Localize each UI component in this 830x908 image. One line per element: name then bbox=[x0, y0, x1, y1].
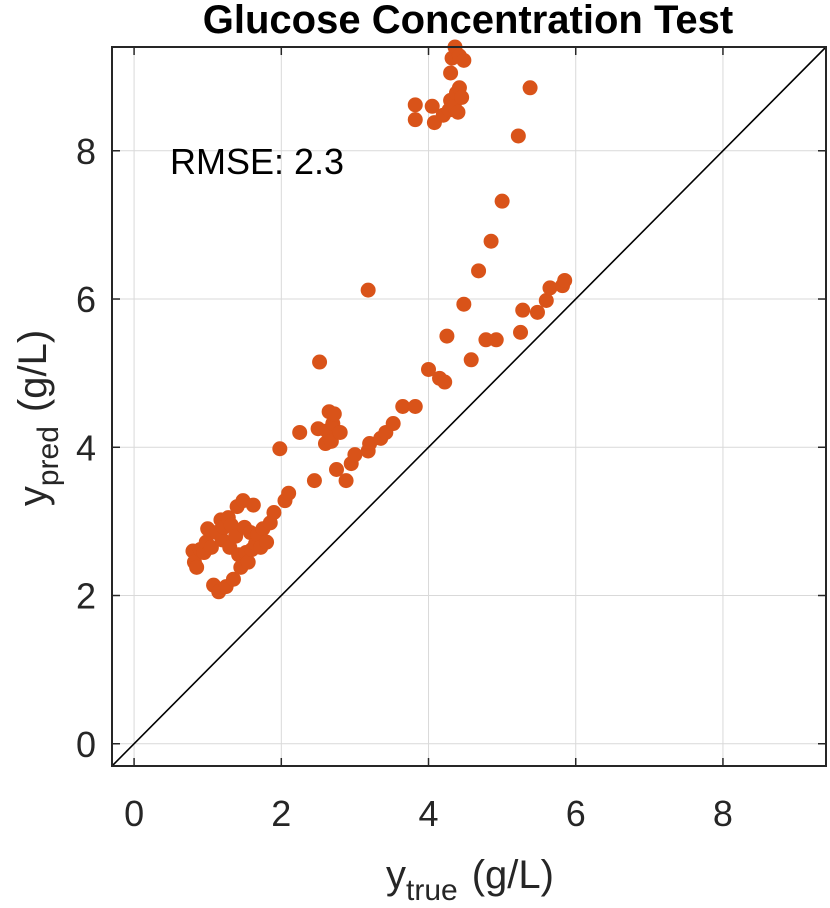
data-point bbox=[272, 441, 288, 457]
x-axis-label-sub: true bbox=[406, 874, 458, 907]
data-point bbox=[510, 128, 526, 144]
data-point bbox=[522, 80, 538, 96]
data-point bbox=[456, 296, 472, 312]
data-point bbox=[421, 361, 437, 377]
y-axis-label-unit: (g/L) bbox=[11, 330, 55, 412]
data-point bbox=[424, 98, 440, 114]
data-point bbox=[259, 534, 275, 550]
x-tick-label: 4 bbox=[418, 793, 438, 834]
y-axis-label: ypred (g/L) bbox=[11, 330, 65, 506]
rmse-annotation: RMSE: 2.3 bbox=[170, 141, 344, 182]
data-point bbox=[463, 352, 479, 368]
data-point bbox=[437, 374, 453, 390]
y-tick-label: 8 bbox=[76, 131, 96, 172]
data-point bbox=[471, 263, 487, 279]
data-point bbox=[326, 406, 342, 422]
data-point bbox=[266, 504, 282, 520]
data-point bbox=[515, 302, 531, 318]
data-point bbox=[240, 554, 256, 570]
data-point bbox=[443, 65, 459, 81]
data-point bbox=[450, 104, 466, 120]
data-point bbox=[385, 416, 401, 432]
data-point bbox=[245, 497, 261, 513]
x-axis-label-main: y bbox=[386, 853, 406, 897]
data-point bbox=[329, 462, 345, 478]
y-axis-label-main: y bbox=[11, 486, 55, 506]
x-tick-label: 8 bbox=[713, 793, 733, 834]
data-point bbox=[292, 424, 308, 440]
y-tick-label: 0 bbox=[76, 724, 96, 765]
data-point bbox=[483, 233, 499, 249]
data-point bbox=[407, 97, 423, 113]
data-point bbox=[542, 280, 558, 296]
y-tick-label: 4 bbox=[76, 427, 96, 468]
data-point bbox=[456, 52, 472, 68]
data-points bbox=[185, 39, 573, 600]
data-point bbox=[360, 282, 376, 298]
plot-frame bbox=[111, 46, 827, 767]
data-point bbox=[454, 89, 470, 105]
y-tick-labels: 0 2 4 6 8 bbox=[76, 131, 96, 765]
data-point bbox=[347, 447, 363, 463]
data-point bbox=[407, 112, 423, 128]
data-point bbox=[513, 324, 529, 340]
data-point bbox=[478, 332, 494, 348]
data-point bbox=[557, 272, 573, 288]
data-point bbox=[203, 539, 219, 555]
identity-line bbox=[111, 46, 827, 767]
data-point bbox=[439, 328, 455, 344]
data-point bbox=[189, 559, 205, 575]
reference-line-group bbox=[111, 46, 827, 767]
x-tick-label: 0 bbox=[124, 793, 144, 834]
data-point bbox=[494, 193, 510, 209]
data-point bbox=[538, 293, 554, 309]
x-axis-label-unit: (g/L) bbox=[472, 853, 554, 897]
y-axis-label-sub: pred bbox=[32, 426, 65, 486]
data-point bbox=[306, 473, 322, 489]
x-axis-label: ytrue (g/L) bbox=[386, 853, 554, 907]
data-point bbox=[338, 473, 354, 489]
data-point bbox=[395, 399, 411, 414]
y-tick-label: 2 bbox=[76, 576, 96, 617]
data-point bbox=[281, 485, 297, 501]
data-point bbox=[407, 399, 423, 414]
x-tick-label: 6 bbox=[566, 793, 586, 834]
y-tick-label: 6 bbox=[76, 279, 96, 320]
axes-frame bbox=[111, 46, 827, 767]
data-point bbox=[225, 571, 241, 587]
data-point bbox=[529, 304, 545, 320]
data-point bbox=[332, 424, 348, 440]
data-point bbox=[312, 354, 328, 370]
x-tick-label: 2 bbox=[271, 793, 291, 834]
chart-title: Glucose Concentration Test bbox=[203, 0, 733, 42]
x-tick-labels: 0 2 4 6 8 bbox=[124, 793, 733, 834]
data-point bbox=[488, 332, 504, 348]
